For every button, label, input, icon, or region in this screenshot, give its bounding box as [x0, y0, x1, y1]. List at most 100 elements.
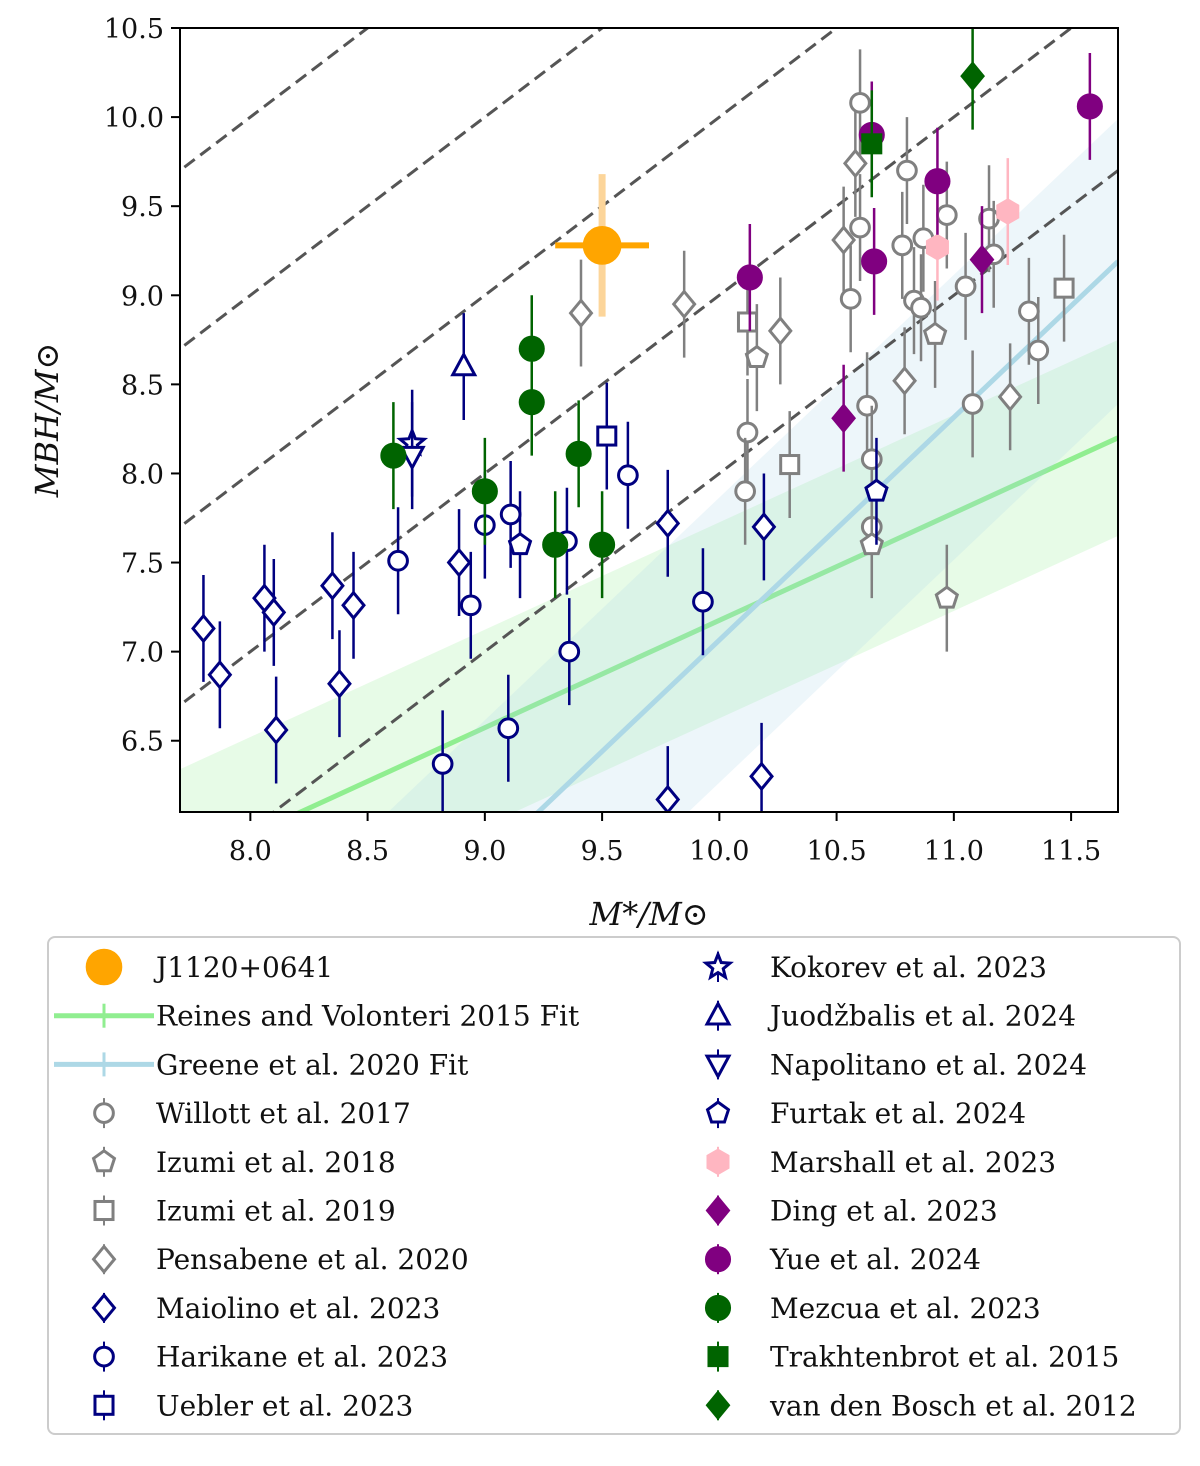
harikane-et-al-2023-marker [497, 717, 520, 740]
legend-swatch [705, 1195, 731, 1226]
data-point [555, 174, 649, 317]
data-point [568, 259, 594, 367]
data-point [518, 348, 545, 456]
data-point [831, 364, 857, 472]
legend-item: Juodžbalis et al. 2024 [704, 1000, 1076, 1033]
legend-label: Furtak et al. 2024 [770, 1097, 1026, 1130]
pensabene-et-al-2020-series [568, 109, 1023, 451]
data-point [207, 621, 233, 729]
data-point [922, 281, 948, 388]
legend-swatch [91, 1292, 117, 1323]
napolitano-et-al-2024-series [398, 402, 426, 510]
x-axis-label: M*/M⊙ [588, 895, 708, 933]
data-point [327, 630, 352, 738]
data-point [1053, 234, 1075, 342]
harikane-et-al-2023-marker [692, 590, 714, 613]
data-point [565, 400, 592, 508]
data-point [507, 491, 533, 599]
mezcua-et-al-2023-marker [380, 442, 407, 469]
legend-item: van den Bosch et al. 2012 [705, 1389, 1137, 1422]
trakhtenbrot-et-al-2015-marker [861, 133, 883, 155]
willott-et-al-2017-marker [954, 275, 977, 298]
data-point [341, 551, 366, 659]
x-tick-label: 10.0 [689, 836, 749, 867]
data-point [861, 207, 888, 315]
van-den-bosch-et-al-2012-series [960, 28, 986, 130]
data-point [261, 558, 287, 666]
data-point [910, 254, 932, 362]
data-point [891, 191, 914, 299]
uebler-et-al-2023-series [596, 382, 618, 490]
legend-label: van den Bosch et al. 2012 [769, 1389, 1137, 1422]
izumi-et-al-2018-series [744, 281, 960, 652]
data-point [734, 437, 756, 545]
pensabene-et-al-2020-marker [767, 315, 793, 346]
x-tick-label: 11.0 [924, 836, 984, 867]
maiolino-et-al-2023-marker [263, 715, 289, 746]
pensabene-et-al-2020-marker [671, 289, 697, 320]
yue-et-al-2024-marker [1076, 93, 1103, 120]
x-tick-label: 9.5 [581, 836, 624, 867]
legend-item: Harikane et al. 2023 [93, 1341, 448, 1374]
data-point [191, 575, 216, 682]
legend-label: Trakhtenbrot et al. 2015 [770, 1341, 1119, 1374]
legend-swatch [707, 1346, 729, 1368]
j1120-0641-marker [582, 226, 622, 265]
legend-swatch [702, 950, 734, 981]
data-point [596, 382, 618, 490]
legend-label: Maiolino et al. 2023 [156, 1292, 440, 1325]
izumi-et-al-2019-marker [736, 311, 759, 333]
data-point [831, 186, 857, 294]
legend-item: Izumi et al. 2018 [91, 1146, 396, 1179]
legend-item: Yue et al. 2024 [704, 1243, 981, 1276]
data-point [961, 350, 984, 458]
data-point [558, 598, 581, 706]
data-point [431, 710, 454, 812]
legend-swatch [91, 1148, 117, 1173]
data-point [497, 674, 520, 782]
reines-and-volonteri-2015-fit-line [294, 435, 1118, 812]
legend-item: Napolitano et al. 2024 [704, 1048, 1087, 1081]
legend-swatch [704, 1294, 732, 1321]
data-point [934, 544, 960, 652]
legend-label: Reines and Volonteri 2015 Fit [156, 1000, 580, 1033]
data-point [589, 491, 616, 599]
yue-et-al-2024-marker [861, 248, 888, 275]
harikane-et-al-2023-marker [387, 549, 409, 572]
maiolino-et-al-2023-marker [320, 570, 345, 601]
legend-swatch [93, 1394, 115, 1416]
data-point [736, 379, 759, 486]
data-point [252, 544, 277, 652]
maiolino-et-al-2023-marker [749, 761, 774, 792]
marshall-et-al-2023-marker [925, 233, 949, 261]
willott-et-al-2017-marker [849, 91, 871, 114]
harikane-et-al-2023-marker [459, 594, 482, 617]
willott-et-al-2017-marker [1027, 339, 1050, 362]
legend-swatch [91, 1244, 117, 1275]
legend-label: Napolitano et al. 2024 [770, 1048, 1087, 1081]
izumi-et-al-2018-marker [922, 321, 948, 345]
data-point [736, 224, 763, 331]
yue-et-al-2024-marker [924, 168, 951, 195]
napolitano-et-al-2024-marker [398, 445, 426, 471]
y-tick-label: 8.0 [121, 459, 164, 490]
data-point [960, 28, 986, 130]
data-point [1076, 52, 1103, 160]
axis-labels: M*/M⊙ MBH/M⊙ [28, 343, 709, 933]
greene-et-al-2020-fit-line [534, 259, 1118, 812]
legend-swatch [93, 1199, 115, 1222]
legend-label: Greene et al. 2020 Fit [156, 1048, 469, 1081]
data-point [459, 551, 482, 659]
willott-et-al-2017-marker [1018, 300, 1040, 323]
data-point [864, 437, 889, 545]
mezcua-et-al-2023-marker [589, 531, 616, 558]
data-point [655, 469, 681, 577]
data-point [398, 402, 426, 510]
izumi-et-al-2019-marker [1053, 277, 1075, 299]
harikane-et-al-2023-marker [558, 640, 581, 663]
j1120-0641-series [555, 174, 649, 317]
data-point [320, 532, 345, 640]
willott-et-al-2017-marker [910, 296, 932, 319]
data-point [655, 746, 681, 812]
juod-balis-et-al-2024-marker [450, 351, 478, 377]
